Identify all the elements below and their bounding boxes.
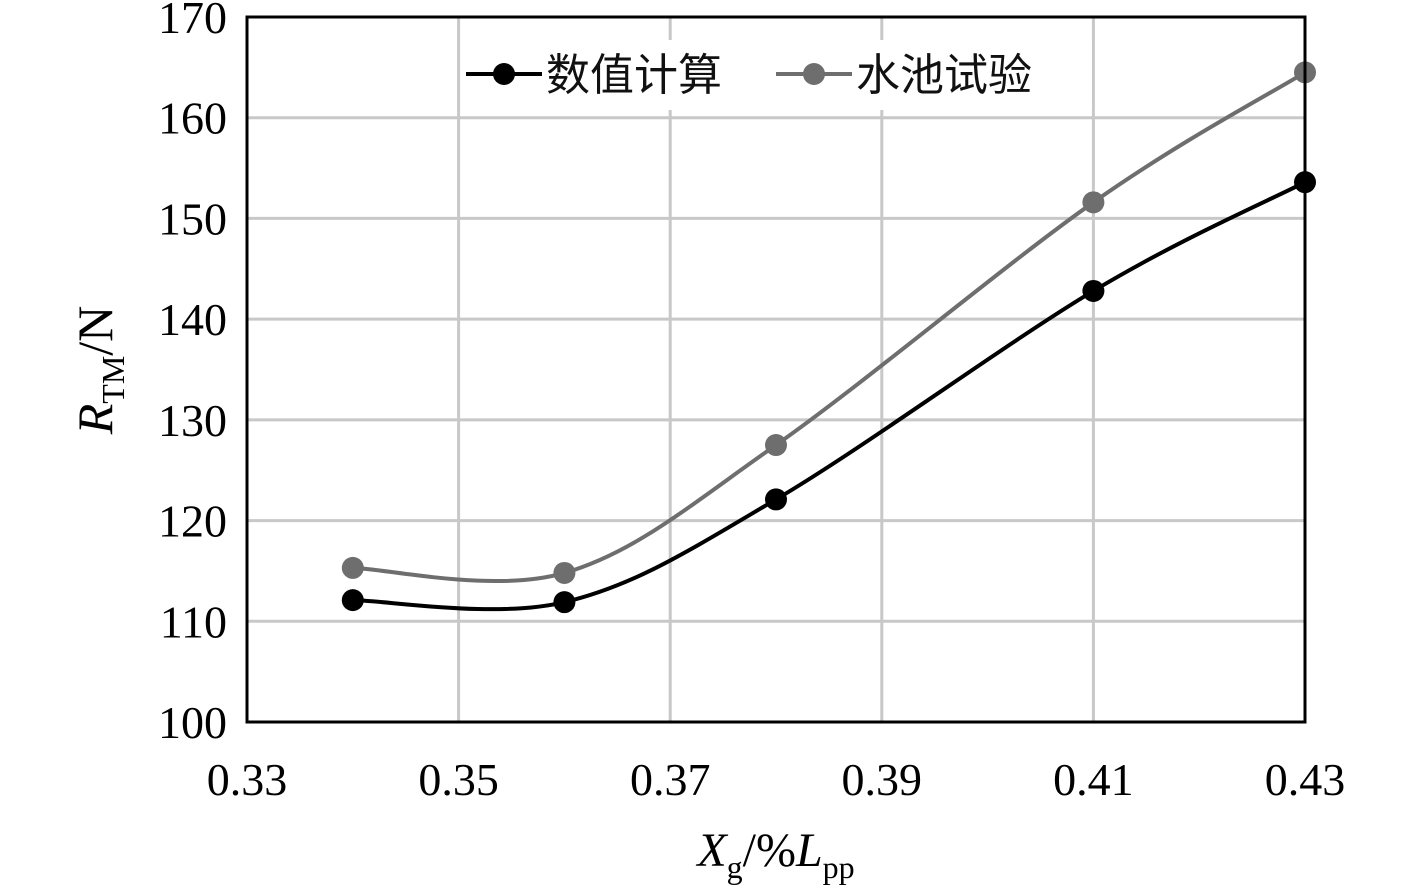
series-2-point: [765, 434, 787, 457]
x-tick-label: 0.35: [418, 754, 499, 805]
legend: 数值计算 水池试验: [462, 40, 1092, 110]
legend-item-2: 水池试验: [776, 50, 1032, 101]
series-2-point: [341, 556, 364, 579]
grid-lines: [245, 15, 1307, 724]
series-2-line: [352, 70, 1307, 584]
series-2-point: [1082, 191, 1105, 214]
plot-area-frame: [245, 15, 1307, 724]
legend-marker: [803, 63, 825, 85]
series-2-point: [553, 561, 576, 584]
y-tick-label: 160: [158, 93, 227, 144]
legend-marker: [493, 63, 515, 85]
series-1-point: [765, 488, 787, 511]
y-tick-label: 140: [158, 294, 227, 345]
y-axis-title-sub: TM: [95, 356, 131, 404]
series-1-point: [341, 589, 364, 612]
y-tick-label: 130: [158, 395, 227, 446]
x-axis-title-sub: g: [727, 849, 743, 885]
legend-label: 水池试验: [856, 50, 1032, 101]
y-axis-title-tail: /N: [67, 306, 123, 356]
series-1: [341, 171, 1316, 614]
x-tick-label: 0.39: [842, 754, 923, 805]
y-axis-title: RTM/N: [67, 306, 131, 436]
series-layer: [341, 61, 1316, 614]
y-axis-title-main: R: [67, 404, 123, 436]
x-tick-label: 0.37: [630, 754, 711, 805]
x-axis-title: Xg/%Lpp: [695, 824, 854, 885]
x-axis-title-mid: /%: [743, 824, 796, 877]
series-1-point: [553, 591, 576, 614]
x-tick-label: 0.43: [1265, 754, 1346, 805]
x-axis-ticks: 0.33 0.35 0.37 0.39 0.41 0.43: [207, 754, 1346, 805]
x-axis-title-sub2: pp: [823, 849, 855, 885]
y-tick-label: 120: [158, 496, 227, 547]
y-tick-label: 100: [158, 697, 227, 748]
y-axis-ticks: 100 110 120 130 140 150 160 170: [158, 0, 227, 748]
y-tick-label: 170: [158, 0, 227, 43]
x-tick-label: 0.33: [207, 754, 288, 805]
x-axis-title-main: X: [695, 824, 728, 877]
series-1-line: [352, 180, 1306, 612]
series-1-point: [1082, 279, 1105, 302]
series-2: [341, 61, 1316, 584]
legend-label: 数值计算: [546, 50, 722, 101]
x-axis-title-main2: L: [795, 824, 823, 877]
y-tick-label: 110: [160, 596, 227, 647]
y-tick-label: 150: [158, 193, 227, 244]
x-tick-label: 0.41: [1053, 754, 1134, 805]
legend-item-1: 数值计算: [466, 50, 722, 101]
